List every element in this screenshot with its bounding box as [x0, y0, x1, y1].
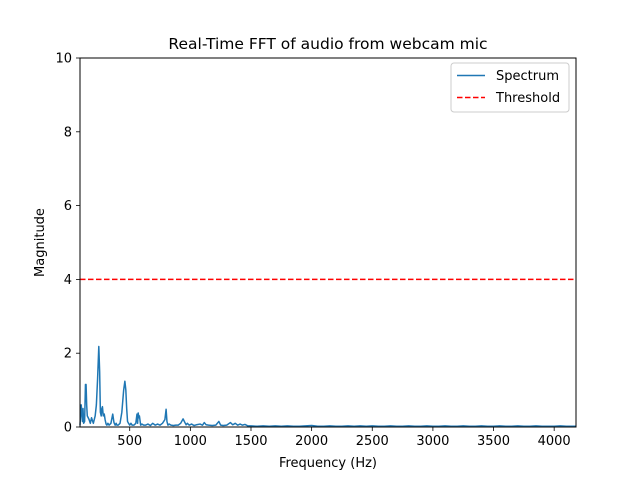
x-axis-ticks: 500 1000 1500 2000 2500 3000 3500 4000	[117, 427, 571, 449]
y-tick-label: 6	[64, 199, 72, 214]
y-axis-label: Magnitude	[33, 208, 48, 277]
y-axis-ticks: 0 2 4 6 8 10	[55, 52, 80, 436]
y-tick-label: 0	[64, 421, 72, 436]
y-tick-label: 8	[64, 125, 72, 140]
axes-frame	[79, 57, 577, 428]
plot-area	[79, 57, 577, 428]
y-tick-label: 10	[55, 52, 72, 67]
x-tick-label: 2500	[356, 434, 389, 449]
legend: Spectrum Threshold	[450, 62, 570, 113]
x-tick-label: 3000	[416, 434, 449, 449]
y-tick-label: 2	[64, 347, 72, 362]
x-axis-label: Frequency (Hz)	[279, 456, 377, 471]
chart-title: Real-Time FFT of audio from webcam mic	[168, 35, 487, 53]
series-layer	[79, 278, 576, 428]
x-tick-label: 500	[117, 434, 142, 449]
x-tick-label: 1000	[174, 434, 207, 449]
x-tick-label: 4000	[538, 434, 571, 449]
legend-threshold-label: Threshold	[495, 91, 560, 106]
y-tick-label: 4	[64, 273, 72, 288]
x-tick-label: 1500	[234, 434, 267, 449]
series-line-spectrum	[79, 345, 576, 428]
x-tick-label: 2000	[295, 434, 328, 449]
x-tick-label: 3500	[477, 434, 510, 449]
legend-spectrum-label: Spectrum	[496, 69, 559, 84]
